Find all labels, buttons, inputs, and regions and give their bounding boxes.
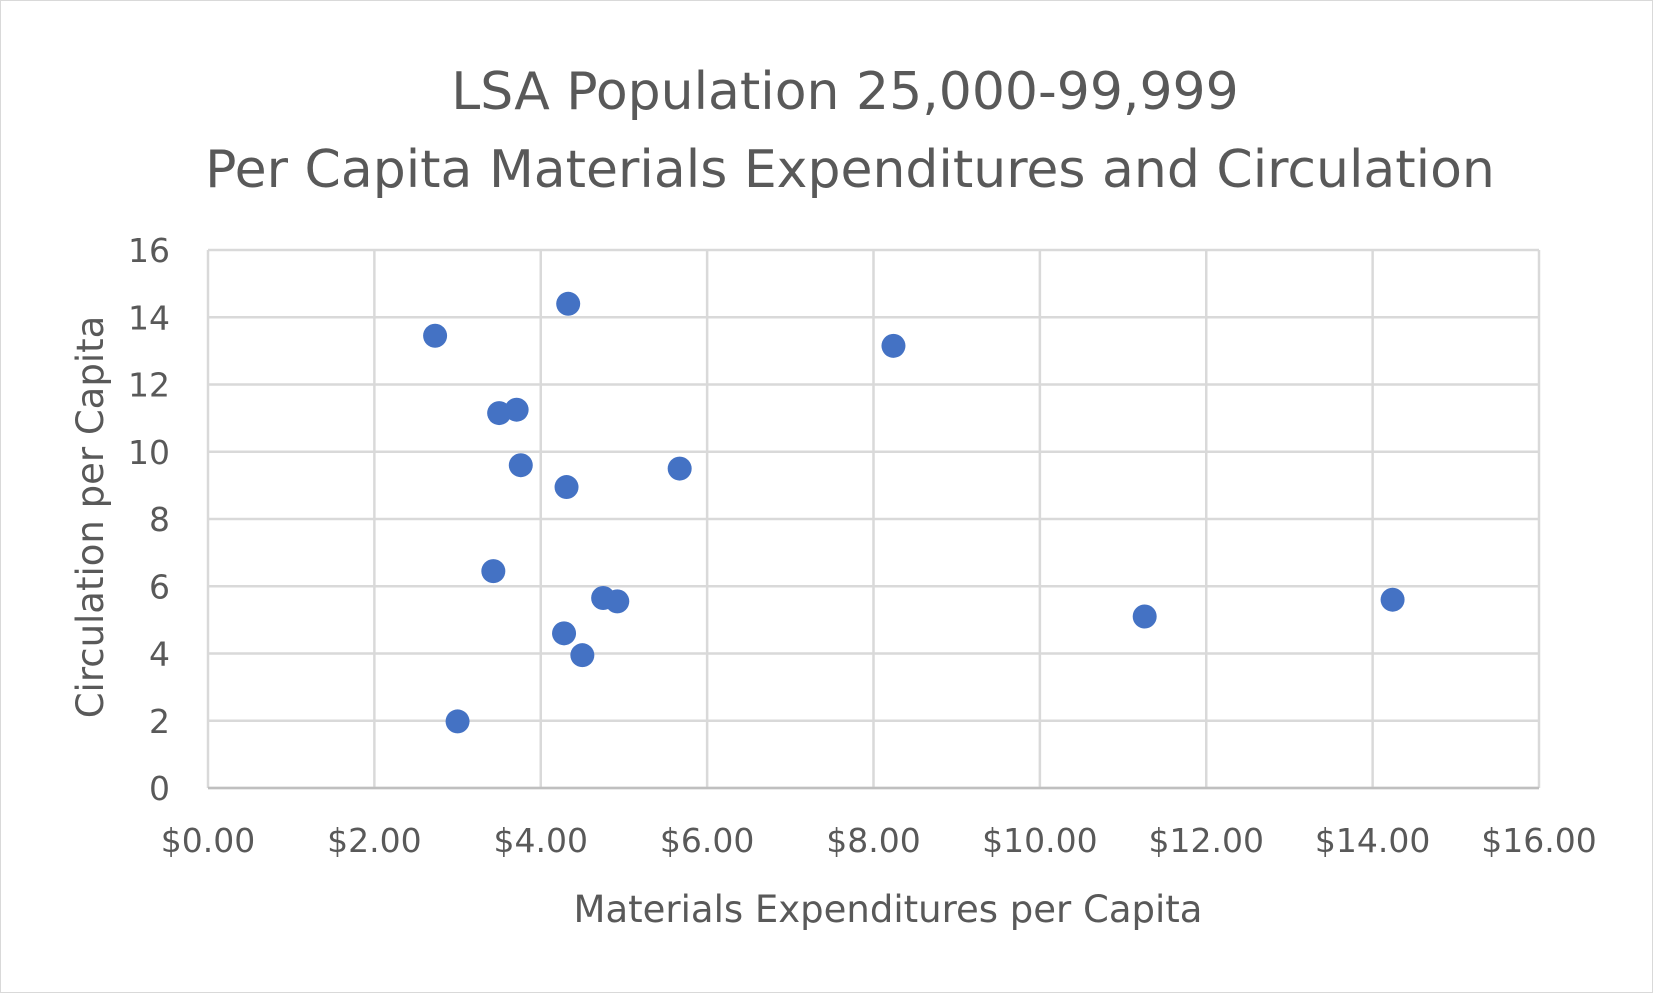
- y-tick-label-3: 6: [149, 567, 170, 606]
- data-point-1: [556, 291, 581, 316]
- y-tick-label-6: 12: [128, 366, 170, 405]
- y-axis-title: Circulation per Capita: [69, 316, 112, 719]
- y-tick-label-2: 4: [149, 635, 170, 674]
- data-point-11: [1132, 604, 1157, 629]
- gridlines: [206, 248, 1541, 790]
- y-tick-label-7: 14: [128, 298, 170, 337]
- y-tick-label-1: 2: [149, 702, 170, 741]
- x-tick-label-1: $2.00: [327, 821, 421, 860]
- data-point-13: [552, 621, 577, 646]
- x-axis-tick-labels: $0.00 $2.00 $4.00 $6.00 $8.00 $10.00 $12.00 $14…: [161, 821, 1597, 860]
- data-point-5: [508, 453, 533, 478]
- data-point-10: [605, 589, 630, 614]
- x-tick-label-6: $12.00: [1149, 821, 1264, 860]
- x-tick-label-8: $16.00: [1481, 821, 1596, 860]
- y-tick-label-5: 10: [128, 433, 170, 472]
- data-point-2: [881, 333, 906, 358]
- y-tick-label-0: 0: [149, 769, 170, 808]
- y-tick-label-8: 16: [128, 231, 170, 270]
- x-tick-label-0: $0.00: [161, 821, 255, 860]
- x-tick-label-3: $6.00: [660, 821, 754, 860]
- data-point-12: [1380, 587, 1405, 612]
- y-axis-tick-labels: 0 2 4 6 8 10 12 14 16: [128, 231, 170, 808]
- data-points: [423, 291, 1405, 734]
- data-point-7: [554, 475, 579, 500]
- chart-title-line-2: Per Capita Materials Expenditures and Ci…: [205, 140, 1495, 200]
- data-point-4: [504, 397, 529, 422]
- chart-title-line-1: LSA Population 25,000-99,999: [451, 62, 1238, 122]
- y-tick-label-4: 8: [149, 500, 170, 539]
- data-point-14: [570, 643, 595, 668]
- x-tick-label-2: $4.00: [494, 821, 588, 860]
- x-axis-title: Materials Expenditures per Capita: [574, 888, 1203, 931]
- data-point-6: [667, 456, 692, 481]
- x-tick-label-5: $10.00: [982, 821, 1097, 860]
- data-point-8: [481, 559, 506, 584]
- x-tick-label-7: $14.00: [1315, 821, 1430, 860]
- data-point-15: [445, 709, 470, 734]
- x-tick-label-4: $8.00: [826, 821, 920, 860]
- data-point-0: [423, 323, 448, 348]
